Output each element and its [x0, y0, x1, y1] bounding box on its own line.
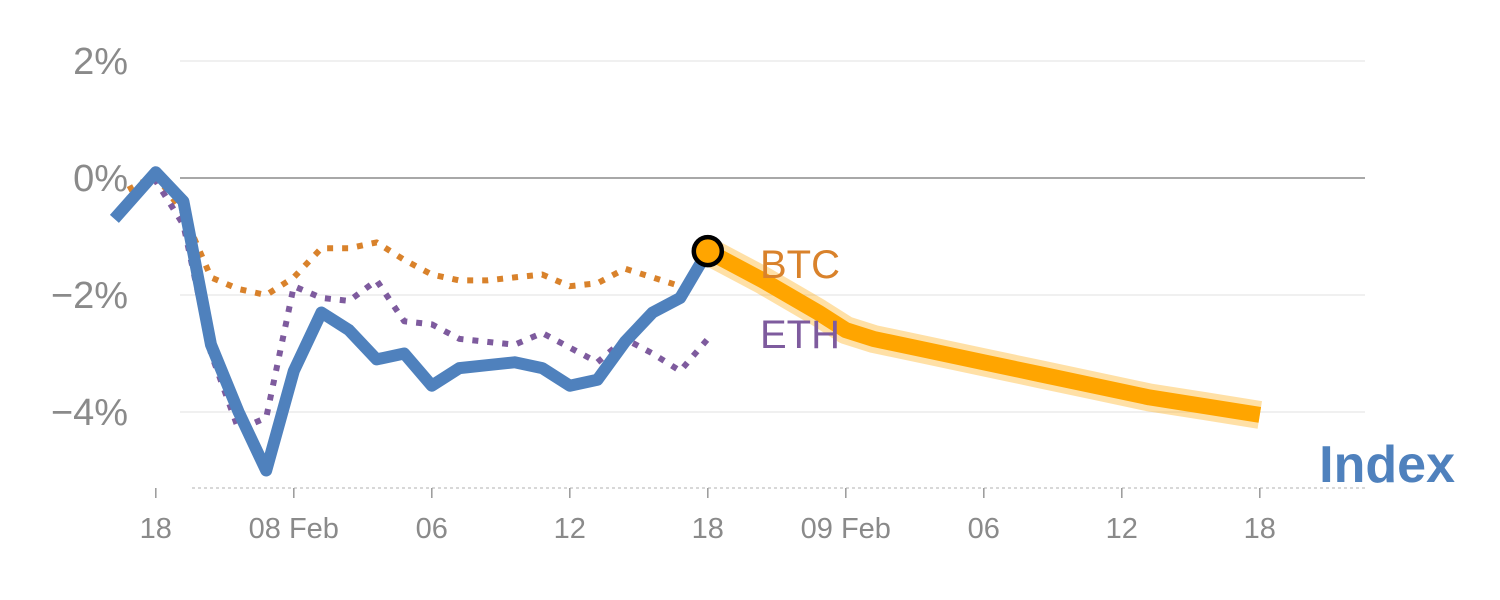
- y-axis: 2% 0% −2% −4%: [51, 41, 128, 434]
- current-point-marker: [691, 234, 725, 268]
- x-tick-label: 08 Feb: [249, 513, 339, 545]
- index-line: [109, 166, 713, 477]
- series-label-eth: ETH: [760, 313, 840, 357]
- series-lines: [109, 166, 1263, 477]
- annotations: BTC ETH: [691, 234, 840, 357]
- x-tick-label: 18: [1244, 513, 1276, 545]
- x-tick-label: 12: [1106, 513, 1138, 545]
- y-tick-label: 0%: [73, 158, 128, 200]
- y-tick-label: −2%: [51, 275, 128, 317]
- x-tick-label: 09 Feb: [801, 513, 891, 545]
- btc-line: [126, 172, 682, 298]
- x-tick-label: 12: [554, 513, 586, 545]
- projection-line: [704, 244, 1262, 423]
- eth-line: [126, 177, 711, 433]
- y-tick-label: −4%: [51, 392, 128, 434]
- series-label-btc: BTC: [760, 243, 840, 287]
- y-tick-label: 2%: [73, 41, 128, 83]
- x-tick-label: 06: [416, 513, 448, 545]
- grid-lines: [180, 60, 1365, 413]
- x-tick-label: 06: [968, 513, 1000, 545]
- x-tick-label: 18: [692, 513, 724, 545]
- x-axis: 18 08 Feb 06 12 18 09 Feb 06 12 18: [140, 487, 1365, 545]
- x-tick-label: 18: [140, 513, 172, 545]
- chart-title: Index: [1319, 436, 1455, 494]
